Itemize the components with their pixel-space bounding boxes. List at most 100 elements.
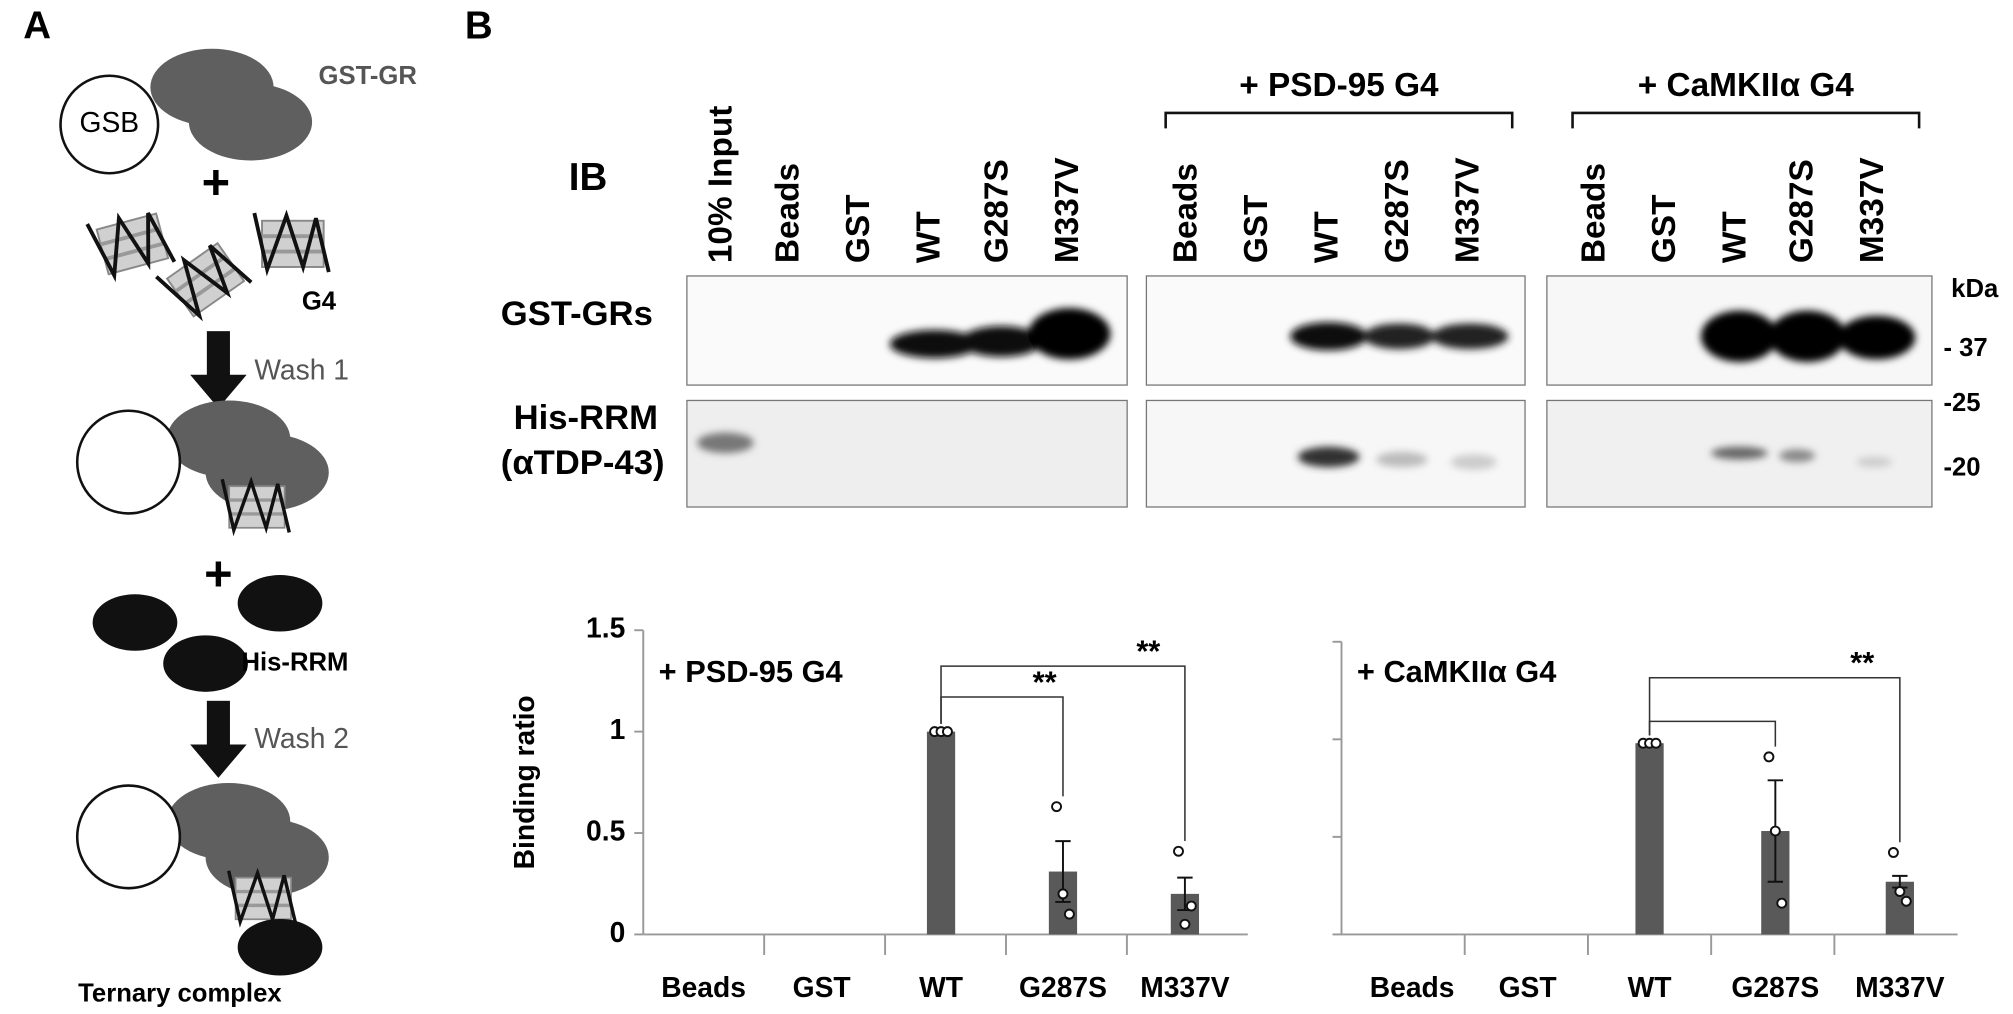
arrow bbox=[190, 331, 247, 409]
group-bracket bbox=[1571, 111, 1921, 129]
lane-label: Beads bbox=[1167, 163, 1204, 263]
g4-icon bbox=[226, 869, 298, 926]
plus: + bbox=[202, 156, 230, 210]
lane-label: WT bbox=[1308, 211, 1345, 263]
y-tick-label: 1.5 bbox=[586, 612, 625, 644]
g4-icon bbox=[154, 232, 254, 327]
group-label: + CaMKIIα G4 bbox=[1638, 67, 1855, 104]
data-point bbox=[1650, 737, 1662, 749]
g4-icon bbox=[220, 477, 291, 535]
chart-title: + CaMKIIα G4 bbox=[1357, 654, 1557, 689]
protein-label: GST-GR bbox=[319, 62, 417, 90]
x-tick-label: M337V bbox=[1140, 971, 1230, 1003]
data-point bbox=[1776, 897, 1788, 909]
significance-bracket bbox=[1648, 676, 1901, 843]
marker-label: - 37 bbox=[1943, 334, 1987, 362]
lane-label: 10% Input bbox=[703, 106, 740, 264]
x-tick-label: GST bbox=[1499, 971, 1557, 1003]
step-label: Wash 2 bbox=[254, 722, 349, 754]
data-point bbox=[1051, 801, 1063, 813]
significance-bracket bbox=[1648, 720, 1777, 747]
blot-images bbox=[686, 275, 1933, 508]
y-axis-label: Binding ratio bbox=[508, 695, 540, 869]
data-point bbox=[1057, 888, 1069, 900]
bead bbox=[59, 74, 160, 175]
data-point bbox=[1900, 895, 1912, 907]
lane-label: G287S bbox=[979, 159, 1016, 263]
rrm-blob bbox=[163, 635, 248, 692]
bands bbox=[697, 308, 1916, 470]
arrow bbox=[190, 700, 247, 778]
g4-label: G4 bbox=[302, 288, 337, 316]
data-point bbox=[1179, 918, 1191, 930]
data-point bbox=[942, 726, 953, 738]
lane-label: G287S bbox=[1783, 159, 1820, 263]
data-point bbox=[1769, 825, 1781, 837]
panel-b-blots: B IB + PSD-95 G4 + CaMKIIα G4 GST-GRs Hi… bbox=[465, 4, 1999, 508]
lane-label: WT bbox=[911, 211, 948, 263]
lane-label: Beads bbox=[1575, 163, 1612, 263]
row-label: GST-GRs bbox=[501, 295, 653, 333]
bar bbox=[1635, 743, 1664, 935]
protein-blob bbox=[205, 818, 329, 896]
lane-label: M337V bbox=[1450, 157, 1487, 263]
y-tick-label: 0.5 bbox=[586, 814, 625, 846]
x-tick-label: G287S bbox=[1019, 971, 1107, 1003]
lane-label: G287S bbox=[1379, 159, 1416, 263]
panel-label: B bbox=[465, 4, 493, 47]
x-tick-label: M337V bbox=[1855, 971, 1945, 1003]
lane-label: M337V bbox=[1049, 157, 1086, 263]
data-point bbox=[1063, 908, 1075, 920]
lane-label: M337V bbox=[1854, 157, 1891, 263]
x-tick-label: Beads bbox=[1370, 971, 1455, 1003]
data-point bbox=[1763, 751, 1775, 763]
marker-label: -20 bbox=[1943, 453, 1980, 481]
x-tick-label: G287S bbox=[1731, 971, 1819, 1003]
x-tick-label: Beads bbox=[661, 971, 746, 1003]
protein-label: His-RRM bbox=[242, 648, 349, 676]
y-tick-label: 0 bbox=[610, 916, 626, 948]
row-label: His-RRM bbox=[514, 399, 658, 437]
marker-label: kDa bbox=[1951, 275, 1999, 303]
lane-label: WT bbox=[1717, 211, 1754, 263]
ib-label: IB bbox=[569, 156, 608, 199]
lane-label: Beads bbox=[769, 163, 806, 263]
rrm-blob bbox=[237, 575, 323, 632]
g4-icon bbox=[85, 202, 177, 284]
group-bracket bbox=[1164, 111, 1514, 129]
lane-label: GST bbox=[1238, 194, 1275, 263]
rrm-blob bbox=[92, 594, 178, 651]
data-point bbox=[1173, 845, 1184, 857]
data-point bbox=[1185, 900, 1197, 912]
significance-label: ** bbox=[1033, 664, 1057, 699]
g4-icon bbox=[252, 211, 331, 275]
x-tick-label: WT bbox=[1628, 971, 1672, 1003]
caption: Ternary complex bbox=[78, 980, 282, 1008]
bar bbox=[926, 731, 956, 935]
lane-label: GST bbox=[1646, 194, 1683, 263]
panel-label: A bbox=[23, 4, 51, 47]
marker-label: -25 bbox=[1943, 389, 1980, 417]
bead bbox=[75, 784, 182, 890]
step-label: Wash 1 bbox=[254, 354, 349, 386]
data-point bbox=[1894, 886, 1906, 897]
rrm-blob bbox=[237, 919, 323, 976]
plus: + bbox=[204, 547, 232, 601]
x-tick-label: WT bbox=[919, 971, 963, 1003]
chart-title: + PSD-95 G4 bbox=[659, 654, 843, 689]
protein-blob bbox=[188, 83, 313, 161]
data-point bbox=[1887, 847, 1899, 858]
bead-label: GSB bbox=[80, 106, 140, 138]
significance-label: ** bbox=[1850, 645, 1874, 680]
panel-a: A GSB GST-GR + G4 Wash 1 + His-RRM Wash … bbox=[23, 4, 417, 1007]
significance-bracket bbox=[940, 696, 1064, 797]
lane-label: GST bbox=[840, 194, 877, 263]
significance-label: ** bbox=[1136, 633, 1160, 668]
row-label: (αTDP-43) bbox=[501, 444, 665, 482]
bead bbox=[75, 409, 182, 515]
blot-box bbox=[686, 399, 1128, 508]
y-tick-label: 1 bbox=[610, 713, 626, 745]
group-label: + PSD-95 G4 bbox=[1239, 67, 1439, 104]
significance-bracket bbox=[940, 665, 1186, 842]
